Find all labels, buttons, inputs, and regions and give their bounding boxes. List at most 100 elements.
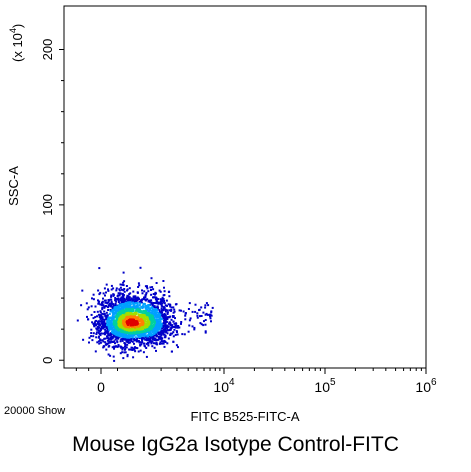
event-dot bbox=[129, 348, 132, 351]
event-dot bbox=[99, 310, 102, 313]
event-dot bbox=[155, 335, 158, 338]
event-dot bbox=[171, 324, 173, 327]
event-dot bbox=[163, 333, 166, 336]
event-dot bbox=[146, 341, 149, 344]
event-dot bbox=[145, 306, 148, 309]
event-dot bbox=[207, 304, 210, 307]
x-tick-label-1: 104 bbox=[213, 377, 235, 395]
event-dot bbox=[161, 302, 164, 305]
event-dot bbox=[95, 324, 98, 327]
event-dot bbox=[148, 300, 151, 303]
event-dot bbox=[130, 297, 133, 300]
event-dot bbox=[165, 331, 168, 334]
event-dot bbox=[118, 322, 120, 325]
event-dot bbox=[138, 337, 141, 339]
event-dot bbox=[176, 325, 179, 328]
event-dot bbox=[164, 326, 167, 329]
event-dot bbox=[175, 330, 178, 333]
event-dot bbox=[115, 309, 118, 312]
event-dot bbox=[131, 334, 134, 337]
event-dot bbox=[81, 289, 84, 292]
event-dot bbox=[121, 292, 124, 295]
event-dot bbox=[200, 323, 203, 326]
event-dot bbox=[138, 311, 141, 314]
event-dot bbox=[118, 289, 121, 292]
event-dot bbox=[169, 324, 172, 327]
event-dot bbox=[146, 287, 149, 290]
event-dot bbox=[105, 311, 108, 314]
event-dot bbox=[110, 300, 113, 303]
event-dot bbox=[163, 313, 166, 315]
event-dot bbox=[114, 342, 116, 345]
event-dot bbox=[149, 339, 152, 341]
event-dot bbox=[139, 349, 142, 352]
event-dot bbox=[147, 307, 150, 309]
y-axis-multiplier: (x 104) bbox=[8, 24, 25, 62]
event-dot bbox=[98, 335, 100, 338]
event-dot bbox=[101, 304, 104, 307]
event-dot bbox=[145, 338, 148, 340]
event-dot bbox=[96, 341, 99, 344]
event-dot bbox=[136, 291, 139, 294]
event-dot bbox=[122, 271, 125, 274]
event-dot bbox=[156, 305, 159, 308]
event-dot bbox=[122, 346, 125, 349]
event-dot bbox=[127, 302, 130, 305]
event-dot bbox=[166, 316, 169, 319]
event-dot bbox=[139, 329, 142, 332]
event-dot bbox=[113, 325, 116, 328]
event-dot bbox=[111, 326, 114, 329]
event-dot bbox=[161, 300, 164, 303]
event-dot bbox=[161, 315, 164, 318]
event-dot bbox=[102, 340, 105, 343]
event-dot bbox=[144, 338, 147, 341]
event-dot bbox=[111, 306, 114, 309]
event-dot bbox=[140, 301, 143, 304]
event-dot bbox=[140, 311, 142, 314]
event-dot bbox=[172, 306, 175, 309]
event-dot bbox=[155, 316, 158, 319]
event-dot bbox=[98, 326, 101, 329]
event-dot bbox=[121, 325, 124, 328]
event-dot bbox=[147, 310, 150, 313]
event-dot bbox=[107, 306, 109, 309]
event-dot bbox=[145, 310, 148, 313]
event-dot bbox=[174, 333, 177, 336]
event-dot bbox=[129, 330, 132, 333]
event-dot bbox=[209, 315, 211, 318]
event-dot bbox=[134, 298, 137, 301]
event-dot bbox=[148, 334, 151, 337]
event-dot bbox=[154, 293, 156, 296]
event-dot bbox=[200, 306, 203, 309]
event-dot bbox=[150, 342, 153, 345]
event-dot bbox=[105, 283, 108, 286]
event-dot bbox=[161, 308, 164, 311]
event-dot bbox=[147, 290, 150, 293]
event-dot bbox=[144, 299, 147, 302]
event-dot bbox=[109, 310, 112, 313]
event-dot bbox=[119, 352, 122, 355]
event-dot bbox=[120, 296, 123, 299]
event-dot bbox=[161, 296, 164, 299]
event-dot bbox=[140, 320, 142, 323]
event-dot bbox=[138, 284, 141, 287]
event-dot bbox=[114, 299, 117, 302]
event-dot bbox=[126, 316, 129, 319]
event-dot bbox=[172, 335, 175, 338]
x-axis-ticks: 0 104 105 106 bbox=[75, 368, 437, 395]
event-dot bbox=[133, 347, 135, 350]
event-dot bbox=[115, 313, 118, 316]
event-dot bbox=[90, 328, 93, 331]
event-dot bbox=[142, 319, 145, 322]
event-dot bbox=[106, 331, 109, 334]
event-dot bbox=[101, 312, 104, 315]
event-dot bbox=[139, 315, 142, 318]
event-dot bbox=[141, 298, 144, 301]
event-dot bbox=[121, 339, 124, 342]
event-dot bbox=[124, 344, 127, 347]
event-dot bbox=[188, 324, 191, 327]
event-dot bbox=[140, 343, 143, 346]
event-dot bbox=[164, 304, 167, 307]
event-dot bbox=[156, 300, 158, 303]
event-dot bbox=[117, 344, 120, 346]
